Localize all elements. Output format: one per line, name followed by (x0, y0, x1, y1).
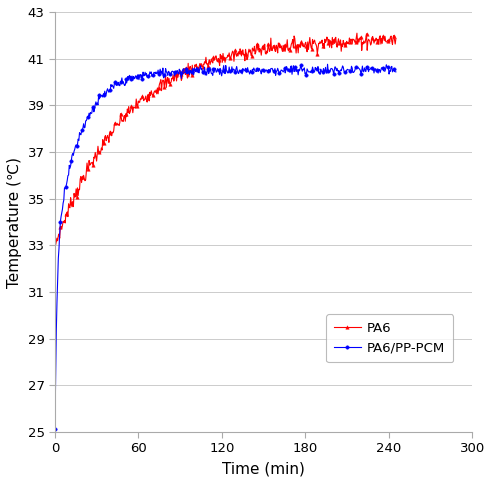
Legend: PA6, PA6/PP-PCM: PA6, PA6/PP-PCM (326, 314, 453, 362)
PA6 (215, 58, 220, 64)
PA6/PP-PCM (325, 61, 331, 67)
PA6 (332, 36, 338, 42)
Y-axis label: Temperature (℃): Temperature (℃) (7, 156, 22, 287)
PA6 (386, 36, 392, 42)
PA6 (393, 36, 399, 42)
PA6/PP-PCM (255, 68, 261, 73)
PA6/PP-PCM (393, 69, 399, 75)
PA6 (354, 30, 360, 36)
PA6 (237, 46, 243, 52)
PA6/PP-PCM (52, 426, 58, 431)
Line: PA6/PP-PCM: PA6/PP-PCM (53, 62, 398, 430)
PA6 (53, 242, 59, 248)
Line: PA6: PA6 (53, 31, 398, 247)
PA6/PP-PCM (237, 67, 243, 73)
PA6/PP-PCM (216, 67, 222, 73)
PA6/PP-PCM (385, 64, 391, 70)
PA6/PP-PCM (214, 69, 220, 75)
PA6/PP-PCM (332, 64, 338, 70)
X-axis label: Time (min): Time (min) (222, 461, 305, 476)
PA6 (216, 63, 222, 69)
PA6 (255, 42, 261, 47)
PA6 (52, 237, 58, 242)
